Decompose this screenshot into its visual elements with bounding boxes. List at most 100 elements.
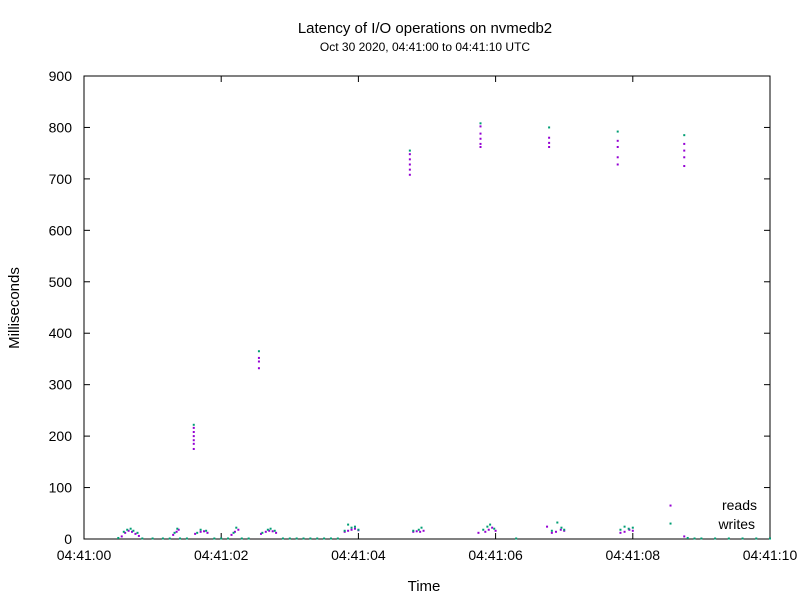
data-point-reads: [563, 529, 566, 532]
data-point-writes: [323, 537, 326, 540]
x-tick-label: 04:41:04: [331, 547, 386, 563]
data-point-writes: [683, 134, 686, 137]
data-point-reads: [546, 525, 549, 528]
data-point-reads: [206, 531, 209, 534]
data-point-reads: [683, 142, 686, 145]
y-axis: 0 100 200 300 400 500 600 700 800 900: [49, 68, 770, 547]
data-point-writes: [136, 531, 139, 534]
data-point-writes: [288, 537, 291, 540]
y-tick-label: 900: [49, 68, 73, 84]
data-point-writes: [343, 529, 346, 532]
data-point-writes: [420, 526, 423, 529]
data-point-reads: [192, 435, 195, 438]
data-point-reads: [237, 528, 240, 531]
data-point-reads: [623, 530, 626, 533]
data-point-writes: [408, 149, 411, 152]
data-point-reads: [616, 145, 619, 148]
data-point-writes: [161, 537, 164, 540]
data-point-reads: [559, 528, 562, 531]
data-point-reads: [268, 529, 271, 532]
data-point-writes: [714, 537, 717, 540]
data-point-writes: [235, 526, 238, 529]
data-point-writes: [117, 536, 120, 539]
data-point-reads: [408, 153, 411, 156]
y-tick-label: 200: [49, 428, 73, 444]
data-point-reads: [137, 534, 140, 537]
data-point-writes: [417, 528, 420, 531]
data-point-writes: [281, 537, 284, 540]
data-point-reads: [412, 530, 415, 533]
data-point-writes: [616, 130, 619, 133]
data-point-reads: [120, 535, 123, 538]
y-tick-label: 0: [64, 531, 72, 547]
data-point-writes: [302, 537, 305, 540]
data-point-reads: [479, 137, 482, 140]
data-point-writes: [240, 537, 243, 540]
data-point-reads: [192, 442, 195, 445]
data-point-writes: [515, 537, 518, 540]
data-point-reads: [683, 535, 686, 538]
data-point-writes: [122, 530, 125, 533]
data-point-reads: [347, 529, 350, 532]
data-point-writes: [295, 537, 298, 540]
data-point-writes: [489, 523, 492, 526]
y-tick-label: 600: [49, 222, 73, 238]
data-point-writes: [627, 527, 630, 530]
x-tick-label: 04:41:00: [57, 547, 112, 563]
data-point-writes: [179, 537, 182, 540]
data-point-writes: [269, 527, 272, 530]
data-point-reads: [479, 125, 482, 128]
data-point-writes: [329, 537, 332, 540]
legend: reads writes: [717, 497, 757, 532]
data-point-reads: [491, 526, 494, 529]
data-point-writes: [493, 527, 496, 530]
data-point-reads: [192, 447, 195, 450]
data-point-writes: [560, 526, 563, 529]
data-point-reads: [616, 163, 619, 166]
data-point-reads: [494, 529, 497, 532]
y-tick-label: 300: [49, 377, 73, 393]
data-point-reads: [631, 529, 634, 532]
data-point-writes: [412, 529, 415, 532]
data-point-writes: [619, 528, 622, 531]
data-point-writes: [199, 528, 202, 531]
data-point-reads: [408, 173, 411, 176]
data-point-reads: [408, 163, 411, 166]
y-tick-label: 500: [49, 274, 73, 290]
data-point-reads: [683, 149, 686, 152]
data-point-writes: [479, 122, 482, 125]
data-point-reads: [477, 531, 480, 534]
chart-title: Latency of I/O operations on nvmedb2: [298, 20, 552, 37]
data-point-reads: [619, 531, 622, 534]
y-tick-label: 400: [49, 325, 73, 341]
x-tick-label: 04:41:06: [468, 547, 523, 563]
data-point-writes: [205, 529, 208, 532]
data-point-reads: [275, 531, 278, 534]
data-point-reads: [408, 158, 411, 161]
data-point-writes: [141, 537, 144, 540]
data-point-writes: [336, 537, 339, 540]
x-tick-label: 04:41:08: [606, 547, 661, 563]
data-point-reads: [233, 530, 236, 533]
data-point-writes: [227, 537, 230, 540]
data-point-writes: [309, 537, 312, 540]
chart-subtitle: Oct 30 2020, 04:41:00 to 04:41:10 UTC: [320, 40, 530, 54]
data-point-writes: [741, 537, 744, 540]
data-point-reads: [487, 528, 490, 531]
data-point-writes: [266, 528, 269, 531]
data-point-reads: [172, 533, 175, 536]
data-point-reads: [415, 530, 418, 533]
data-point-reads: [343, 530, 346, 533]
data-point-writes: [213, 537, 216, 540]
data-point-writes: [623, 525, 626, 528]
legend-label-writes: writes: [717, 516, 755, 532]
data-point-reads: [199, 530, 202, 533]
data-point-reads: [124, 531, 127, 534]
data-point-reads: [550, 531, 553, 534]
data-point-reads: [177, 528, 180, 531]
data-point-writes: [693, 537, 696, 540]
data-point-reads: [548, 141, 551, 144]
data-point-reads: [548, 145, 551, 148]
data-point-reads: [259, 532, 262, 535]
data-point-writes: [686, 536, 689, 539]
